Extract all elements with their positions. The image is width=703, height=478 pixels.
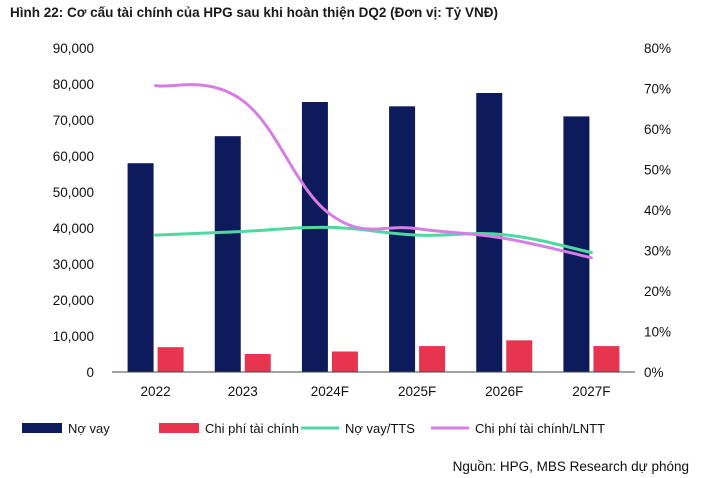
bar-chi-phi-tai-chinh xyxy=(157,347,184,372)
right-tick-label: 0% xyxy=(644,365,664,380)
x-tick-label: 2025F xyxy=(398,384,436,399)
legend-label: Chi phí tài chính/LNTT xyxy=(475,421,605,436)
left-tick-label: 90,000 xyxy=(53,41,94,56)
left-tick-label: 40,000 xyxy=(53,221,94,236)
right-tick-label: 60% xyxy=(644,122,671,137)
bar-chi-phi-tai-chinh xyxy=(244,354,271,372)
left-tick-label: 20,000 xyxy=(53,293,94,308)
source-note: Nguồn: HPG, MBS Research dự phóng xyxy=(452,459,689,474)
left-tick-label: 50,000 xyxy=(53,185,94,200)
bar-no-vay xyxy=(214,136,241,372)
legend-label: Nợ vay xyxy=(68,421,110,436)
line-no-vay-tts xyxy=(154,225,593,255)
left-tick-label: 60,000 xyxy=(53,149,94,164)
bar-no-vay xyxy=(389,106,416,372)
x-tick-label: 2026F xyxy=(485,384,523,399)
bar-no-vay xyxy=(301,102,328,372)
left-tick-label: 80,000 xyxy=(53,77,94,92)
legend-swatch xyxy=(159,423,199,433)
x-tick-label: 2022 xyxy=(141,384,171,399)
left-tick-label: 70,000 xyxy=(53,113,94,128)
line-chi-phi-lntt xyxy=(154,83,593,260)
legend-label: Chi phí tài chính xyxy=(205,421,299,436)
chart-title: Hình 22: Cơ cấu tài chính của HPG sau kh… xyxy=(10,5,499,20)
legend-label: Nợ vay/TTS xyxy=(345,421,415,436)
legend-swatch xyxy=(22,423,62,433)
bar-chi-phi-tai-chinh xyxy=(419,346,446,372)
bar-no-vay xyxy=(127,163,154,372)
right-tick-label: 20% xyxy=(644,284,671,299)
bar-chi-phi-tai-chinh xyxy=(331,351,358,372)
right-tick-label: 10% xyxy=(644,325,671,340)
right-tick-label: 70% xyxy=(644,82,671,97)
right-tick-label: 30% xyxy=(644,244,671,259)
bar-chi-phi-tai-chinh xyxy=(506,340,533,372)
left-tick-label: 10,000 xyxy=(53,329,94,344)
x-tick-label: 2023 xyxy=(228,384,258,399)
bar-chi-phi-tai-chinh xyxy=(593,346,620,372)
left-tick-label: 30,000 xyxy=(53,257,94,272)
right-tick-label: 50% xyxy=(644,163,671,178)
right-tick-label: 40% xyxy=(644,203,671,218)
bar-no-vay xyxy=(563,116,590,373)
x-tick-label: 2024F xyxy=(311,384,349,399)
left-tick-label: 0 xyxy=(86,365,94,380)
x-tick-label: 2027F xyxy=(572,384,610,399)
right-tick-label: 80% xyxy=(644,41,671,56)
